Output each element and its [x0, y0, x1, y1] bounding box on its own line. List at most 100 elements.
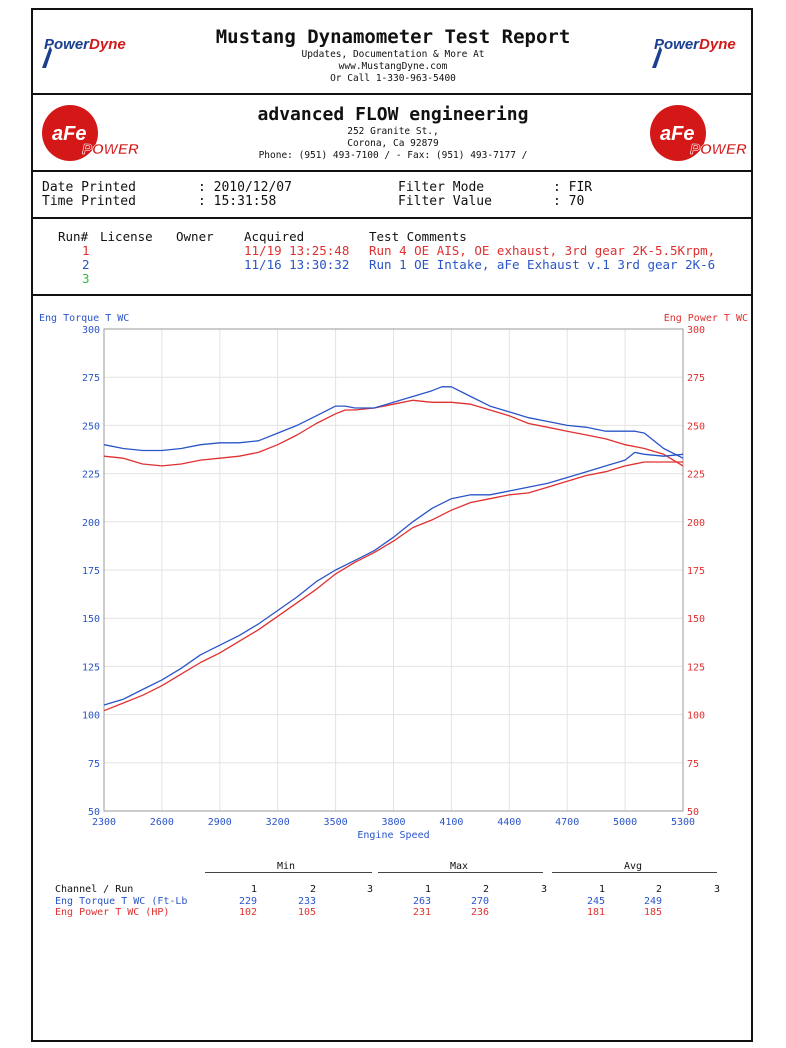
report-sheet: [31, 8, 753, 1042]
run-header-num: Run#: [58, 229, 89, 244]
summary-cell: 231: [413, 907, 432, 918]
avg-group-rule: [552, 872, 717, 873]
y-tick-label-left: 50: [88, 807, 100, 818]
report-subtitle: Updates, Documentation & More At: [301, 49, 485, 60]
x-tick-label: 4400: [497, 817, 521, 828]
series-line-torque-run-2: [103, 386, 684, 459]
y-tick-label-left: 175: [82, 566, 100, 577]
summary-power-label: Eng Power T WC (HP): [55, 907, 170, 918]
summary-cell: 105: [298, 907, 317, 918]
svg-text:aFe: aFe: [660, 123, 694, 145]
y-tick-label-right: 225: [687, 470, 705, 481]
filter-mode-value: : FIR: [553, 180, 593, 195]
powerdyne-swoosh-icon: [652, 46, 662, 68]
time-label: Time Printed: [42, 194, 136, 209]
company-city: Corona, Ca 92879: [347, 138, 439, 149]
divider: [31, 93, 753, 95]
run-header-comments: Test Comments: [369, 229, 467, 244]
date-value: : 2010/12/07: [198, 180, 292, 195]
svg-text:POWER: POWER: [690, 141, 747, 158]
powerdyne-logo-right: PowerDyne: [654, 36, 736, 53]
y-tick-label-right: 300: [687, 325, 705, 336]
dyno-chart: 2300 2600 2900 3200 3500 3800 4100 4400 4700 5000…: [39, 313, 748, 841]
powerdyne-logo-left: PowerDyne: [44, 36, 126, 53]
x-tick-label: 4100: [439, 817, 463, 828]
summary-col-header: 1: [251, 884, 258, 895]
summary-cell: 263: [413, 896, 432, 907]
summary-min-header: Min: [277, 861, 296, 872]
x-tick-label: 5000: [613, 817, 637, 828]
y-tick-label-right: 275: [687, 373, 705, 384]
x-axis-title: Engine Speed: [357, 830, 429, 841]
run-2-comment: Run 1 OE Intake, aFe Exhaust v.1 3rd gea…: [369, 257, 716, 272]
summary-torque-label: Eng Torque T WC (Ft-Lb: [55, 896, 188, 907]
x-tick-label: 4700: [555, 817, 579, 828]
report-title: Mustang Dynamometer Test Report: [215, 26, 571, 48]
svg-text:POWER: POWER: [82, 141, 139, 158]
afe-logo-left: aFe POWER: [42, 105, 139, 161]
x-tick-label: 5300: [671, 817, 695, 828]
summary-channel-header: Channel / Run: [55, 884, 134, 895]
summary-max-header: Max: [450, 861, 469, 872]
x-tick-label: 3200: [266, 817, 290, 828]
series-line-power-run-2: [103, 451, 684, 706]
summary-cell: 229: [239, 896, 258, 907]
run-header-acquired: Acquired: [244, 229, 305, 244]
filter-value-label: Filter Value: [398, 194, 492, 209]
y-tick-label-right: 250: [687, 421, 705, 432]
summary-col-header: 2: [310, 884, 317, 895]
x-tick-label: 2300: [92, 817, 116, 828]
date-label: Date Printed: [42, 180, 136, 195]
y-tick-label-left: 300: [82, 325, 100, 336]
run-2-number: 2: [82, 257, 90, 272]
y-tick-label-left: 275: [82, 373, 100, 384]
time-value: : 15:31:58: [198, 194, 277, 209]
summary-col-header: 3: [714, 884, 721, 895]
y-tick-label-right: 100: [687, 711, 705, 722]
run-2-acquired: 11/16 13:30:32: [244, 257, 350, 272]
y-tick-label-left: 100: [82, 711, 100, 722]
filter-value-value: : 70: [553, 194, 585, 209]
x-tick-label: 3800: [381, 817, 405, 828]
divider: [31, 170, 753, 172]
summary-cell: 233: [298, 896, 317, 907]
summary-cell: 185: [644, 907, 663, 918]
y-tick-label-right: 200: [687, 518, 705, 529]
divider: [31, 294, 753, 296]
y-tick-label-left: 250: [82, 421, 100, 432]
summary-cell: 181: [587, 907, 606, 918]
x-tick-label: 3500: [324, 817, 348, 828]
run-1-acquired: 11/19 13:25:48: [244, 243, 350, 258]
x-tick-label: 2600: [150, 817, 174, 828]
y-tick-label-right: 50: [687, 807, 699, 818]
afe-logo-right: aFe POWER: [650, 105, 747, 161]
summary-avg-header: Avg: [624, 861, 643, 872]
y-tick-label-right: 150: [687, 614, 705, 625]
filter-mode-label: Filter Mode: [398, 180, 485, 195]
run-3-number: 3: [82, 271, 90, 286]
summary-col-header: 3: [541, 884, 548, 895]
y-tick-label-right: 75: [687, 759, 699, 770]
company-address: 252 Granite St.,: [347, 126, 439, 137]
y-tick-label-left: 150: [82, 614, 100, 625]
run-header-owner: Owner: [176, 229, 214, 244]
series-line-torque-run-1: [103, 399, 684, 467]
y-tick-label-right: 125: [687, 662, 705, 673]
company-phone-fax: Phone: (951) 493-7100 / - Fax: (951) 493…: [258, 150, 528, 161]
report-phone: Or Call 1-330-963-5400: [330, 73, 456, 84]
run-header-license: License: [100, 229, 153, 244]
y-tick-label-left: 225: [82, 470, 100, 481]
summary-cell: 270: [471, 896, 490, 907]
plot-frame: [103, 328, 684, 812]
y-axis-title-right: Eng Power T WC: [664, 313, 748, 324]
x-tick-label: 2900: [208, 817, 232, 828]
report-website: www.MustangDyne.com: [338, 61, 448, 72]
svg-text:aFe: aFe: [52, 123, 86, 145]
summary-col-header: 2: [483, 884, 490, 895]
y-tick-label-left: 200: [82, 518, 100, 529]
y-tick-label-right: 175: [687, 566, 705, 577]
company-name: advanced FLOW engineering: [257, 104, 529, 125]
min-group-rule: [205, 872, 372, 873]
summary-col-header: 3: [367, 884, 374, 895]
y-tick-label-left: 125: [82, 662, 100, 673]
